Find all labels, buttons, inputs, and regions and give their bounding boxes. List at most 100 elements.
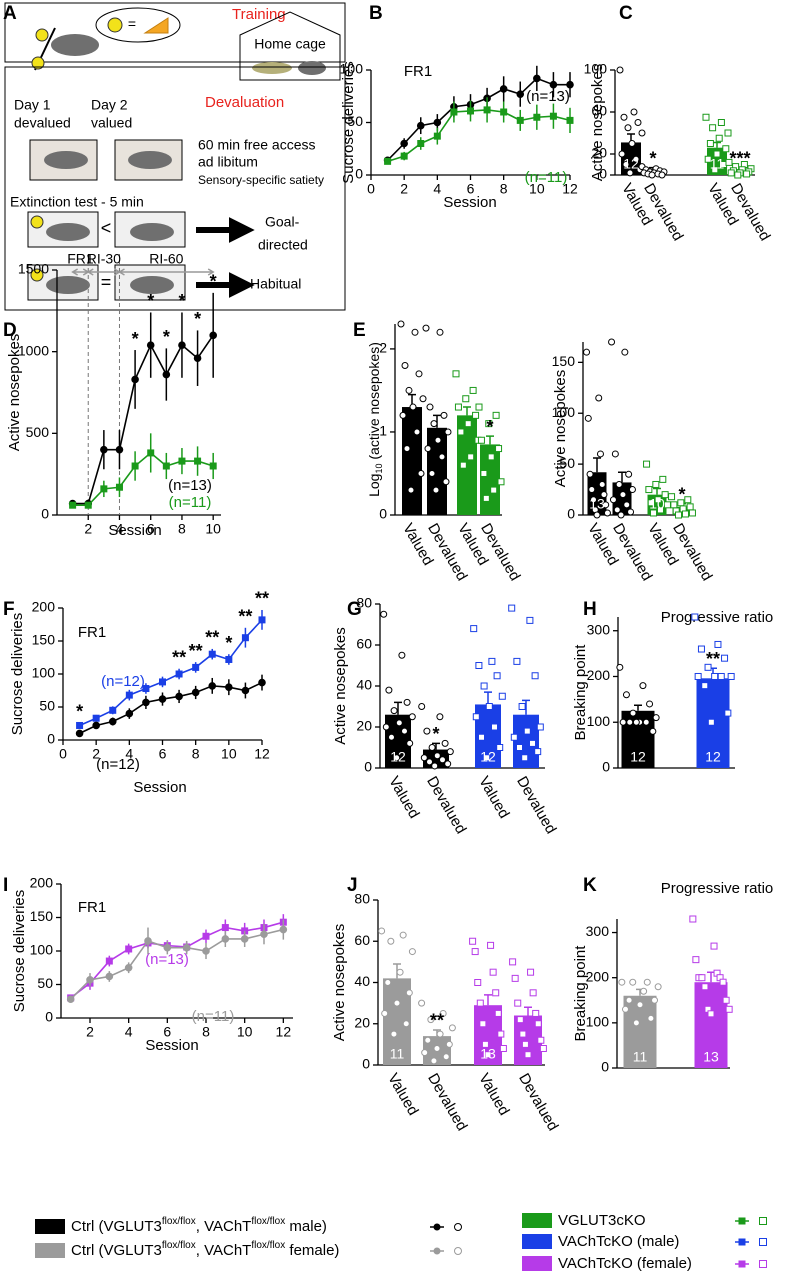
y-axis-label: Active nosepokes (331, 924, 348, 1042)
satiety-label: Sensory-specific satiety (198, 173, 324, 187)
marker (495, 445, 503, 453)
marker (208, 682, 217, 690)
marker (639, 682, 647, 690)
arrow (196, 272, 255, 298)
marker (713, 150, 721, 158)
marker (454, 1223, 462, 1231)
light (107, 17, 123, 33)
bar-label: 13 (703, 1049, 719, 1065)
marker (615, 480, 623, 488)
label-part: , VAChT (196, 1242, 252, 1259)
x-tick-label: 2 (92, 746, 100, 762)
panel-letter: D (3, 320, 17, 341)
x-tick-label: Devalued (513, 773, 559, 836)
marker (638, 129, 646, 137)
marker (663, 501, 671, 509)
marker (209, 331, 217, 340)
marker (411, 328, 419, 336)
marker (428, 469, 436, 477)
extinction-label: Extinction test - 5 min (10, 194, 144, 210)
y-tick-label: 60 (354, 932, 370, 948)
mouse (51, 34, 99, 56)
marker (623, 501, 631, 509)
mouse (298, 61, 326, 75)
marker (499, 1045, 507, 1052)
marker (279, 925, 288, 934)
series-label: (n=13) (145, 951, 189, 968)
marker (684, 496, 692, 504)
y-tick-label: 100 (587, 713, 611, 729)
marker (105, 957, 113, 965)
marker (144, 937, 152, 945)
marker (454, 403, 462, 411)
marker (516, 744, 523, 751)
marker (401, 362, 409, 370)
y-tick-label: 50 (37, 975, 53, 991)
marker (625, 470, 633, 478)
y-tick-label: 1 (379, 423, 387, 439)
label-part: VGLUT3cKO (558, 1212, 646, 1229)
marker (628, 140, 636, 147)
marker (485, 703, 493, 710)
marker (689, 915, 697, 923)
marker (436, 1030, 444, 1038)
y-axis-label: Breaking point (572, 945, 589, 1042)
y-tick-label: 80 (354, 891, 370, 907)
compare-sign: = (101, 272, 112, 292)
x-tick-label: 0 (367, 181, 375, 197)
marker (516, 90, 525, 98)
marker (494, 1009, 502, 1017)
panel-letter: E (353, 320, 366, 341)
marker (658, 171, 666, 179)
training-label: Training (232, 6, 286, 23)
error-bar (433, 414, 441, 428)
marker (439, 1009, 447, 1017)
marker (163, 943, 172, 952)
label-part: male) (285, 1218, 327, 1235)
light (30, 215, 44, 229)
error-bar (484, 691, 492, 705)
y-tick-label: 1500 (18, 261, 49, 277)
y-tick-label: 50 (347, 113, 363, 129)
marker (108, 717, 117, 726)
label-part: flox/flox (162, 1216, 196, 1227)
y-tick-label: 100 (584, 61, 608, 77)
significance: ** (189, 641, 203, 661)
marker (413, 428, 421, 436)
marker (260, 930, 268, 939)
y-tick-label: 2 (379, 340, 387, 356)
marker (424, 445, 432, 453)
marker (147, 449, 155, 457)
marker (472, 411, 480, 419)
marker (697, 645, 705, 653)
legend-label: VAChTcKO (male) (558, 1233, 679, 1250)
y-axis-label: Breaking point (572, 644, 589, 741)
marker (398, 651, 406, 659)
marker (194, 457, 202, 465)
marker (457, 428, 465, 436)
marker (182, 943, 191, 952)
marker (698, 974, 706, 982)
marker (654, 983, 662, 991)
marker (643, 460, 651, 468)
marker (75, 729, 84, 738)
panel-letter: A (3, 3, 17, 24)
y-tick-label: 200 (30, 875, 54, 891)
marker (611, 450, 619, 458)
y-tick-label: 40 (354, 973, 370, 989)
marker (467, 453, 475, 461)
marker (619, 491, 627, 499)
x-tick-label: 8 (202, 1024, 210, 1040)
marker (533, 113, 541, 121)
series-label: (n=11) (192, 1008, 235, 1025)
marker (475, 403, 483, 411)
marker (433, 1247, 441, 1255)
marker (418, 703, 426, 710)
marker (241, 634, 249, 642)
panel-letter: H (583, 599, 597, 620)
marker (516, 1016, 524, 1024)
y-tick-label: 0 (567, 506, 575, 522)
marker (481, 1040, 489, 1048)
marker (409, 403, 417, 411)
label-part: 10 (374, 464, 384, 474)
